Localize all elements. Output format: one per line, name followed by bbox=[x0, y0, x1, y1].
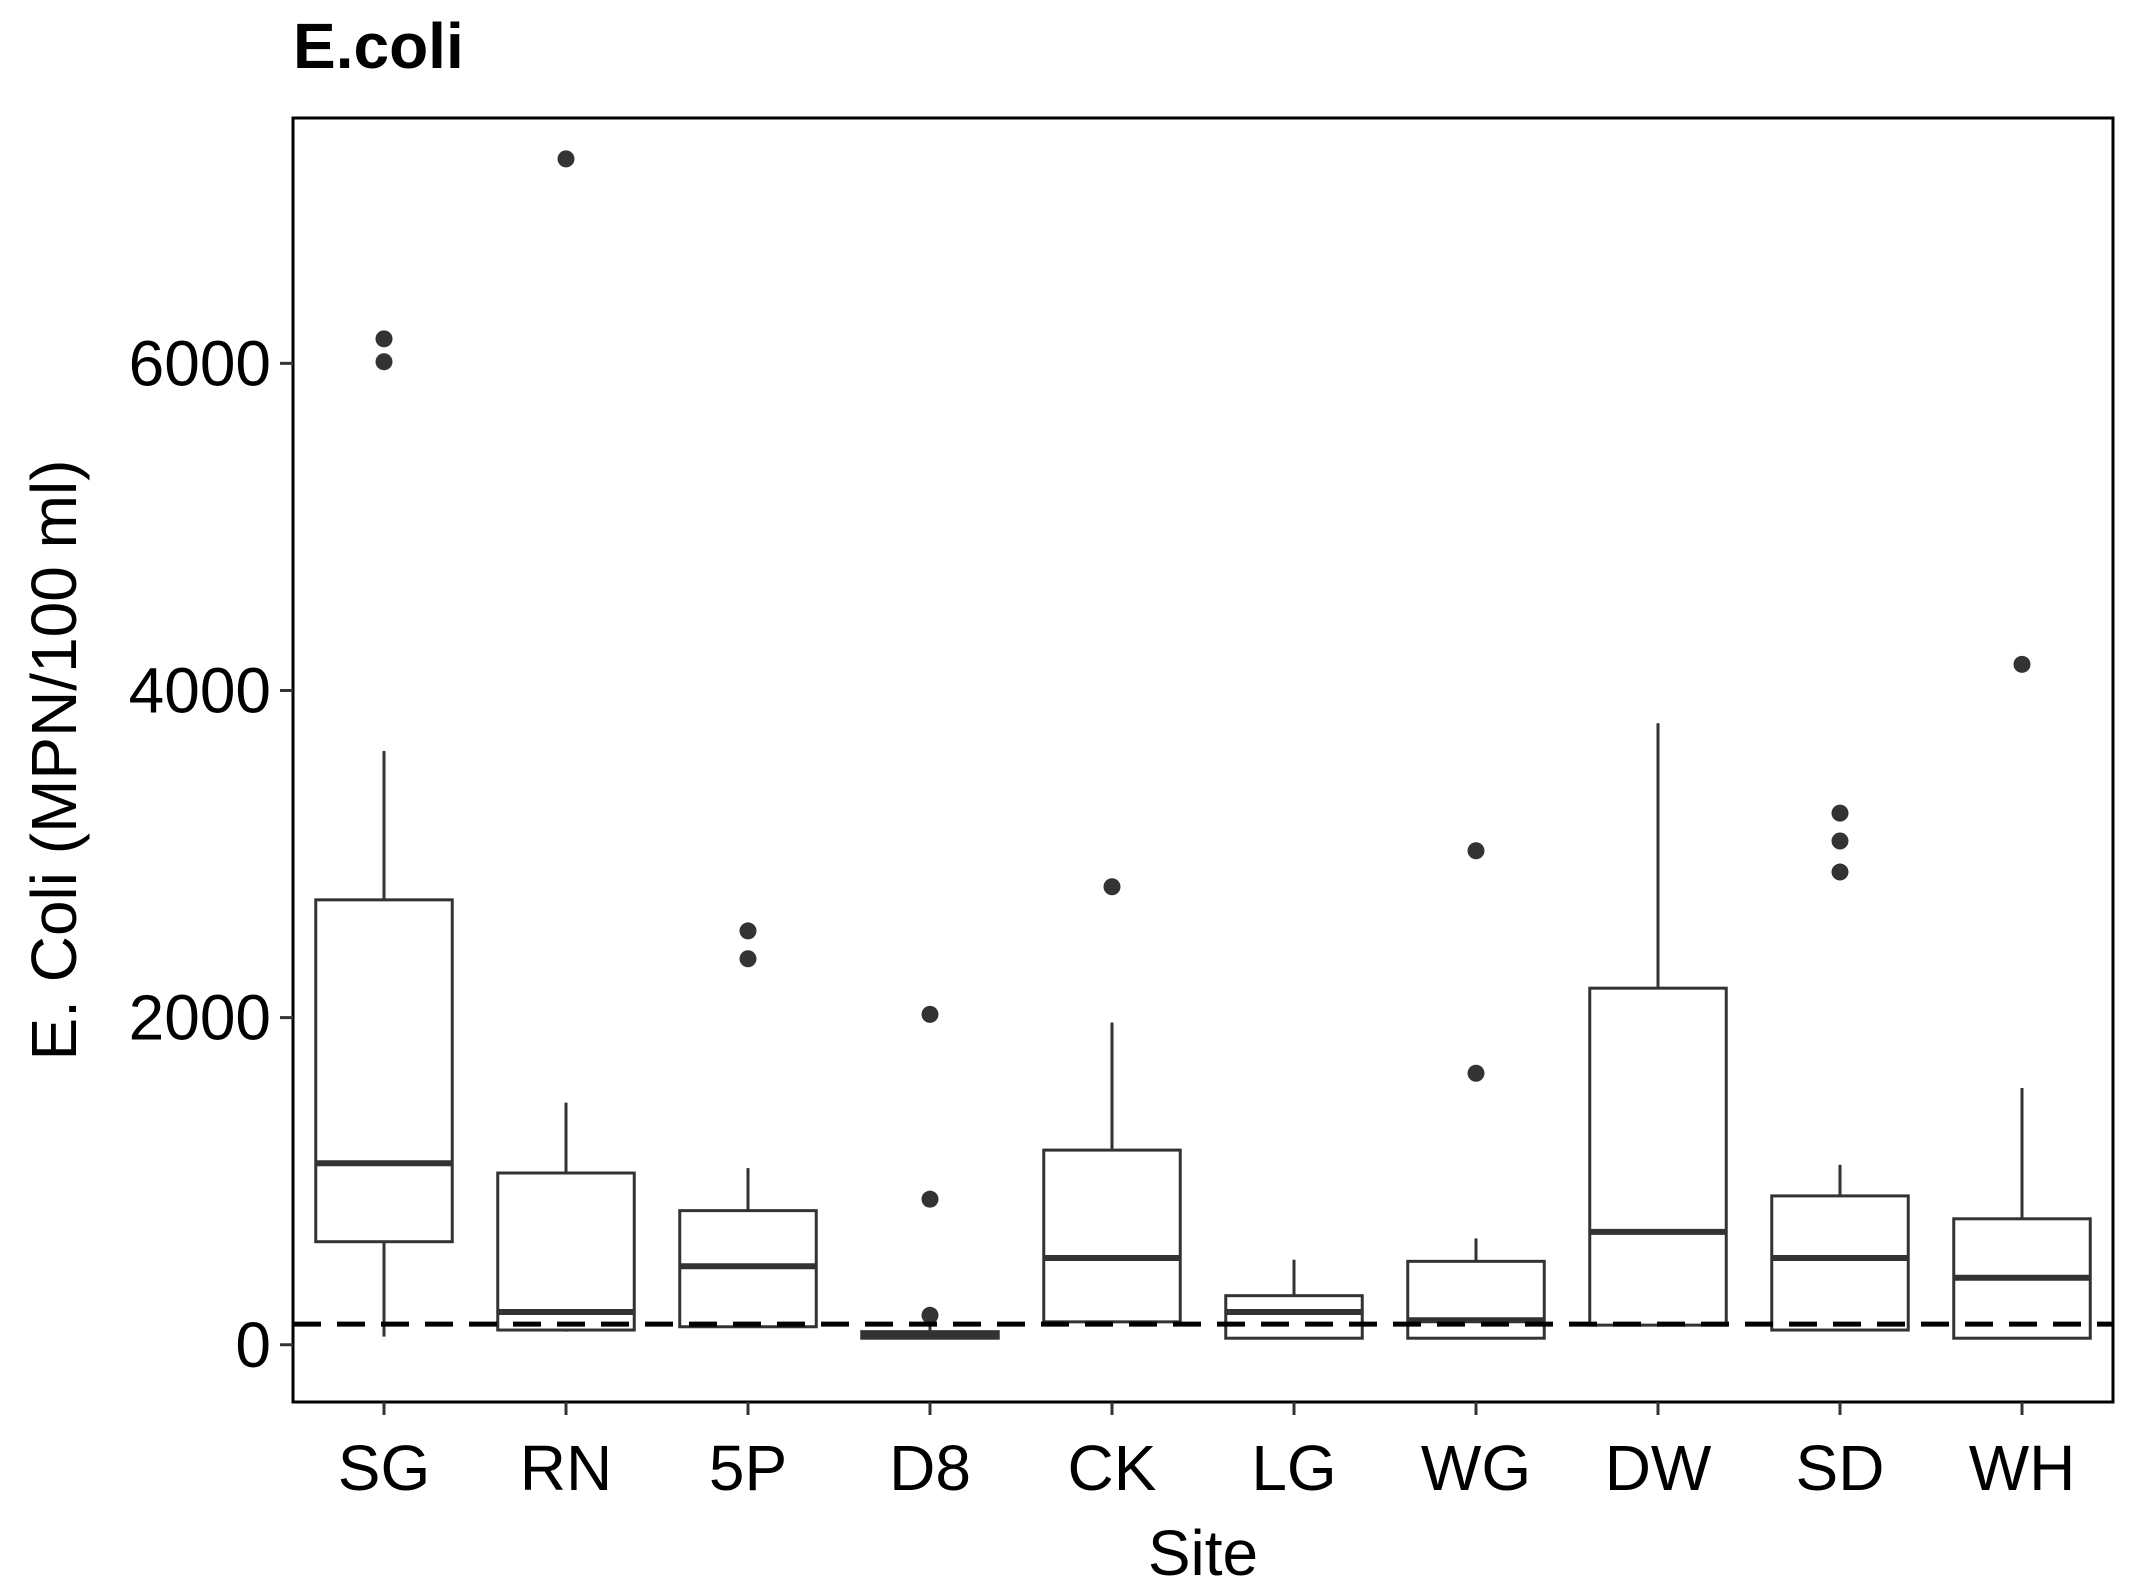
box-sd bbox=[1770, 804, 1910, 1332]
outlier-point bbox=[1831, 863, 1849, 881]
box-dw bbox=[1588, 723, 1728, 1327]
outlier-point bbox=[921, 1190, 939, 1208]
box-wh bbox=[1952, 655, 2092, 1340]
box-ck bbox=[1042, 878, 1182, 1324]
y-axis-title: E. Coli (MPN/100 ml) bbox=[18, 460, 90, 1061]
x-tick-label: DW bbox=[1605, 1432, 1712, 1504]
y-tick-label: 0 bbox=[235, 1309, 271, 1381]
outlier-point bbox=[921, 1005, 939, 1023]
plot-panel bbox=[291, 116, 2115, 1404]
outlier-point bbox=[1467, 842, 1485, 860]
outlier-point bbox=[2013, 655, 2031, 673]
box-d8 bbox=[860, 1005, 1000, 1340]
x-axis-title: Site bbox=[1148, 1517, 1258, 1586]
x-tick-label: LG bbox=[1251, 1432, 1336, 1504]
y-axis: 0 2000 4000 6000 bbox=[129, 327, 293, 1381]
chart-title: E.coli bbox=[293, 10, 464, 82]
x-tick-label: 5P bbox=[709, 1432, 787, 1504]
x-tick-label: RN bbox=[520, 1432, 612, 1504]
box-sg bbox=[314, 330, 454, 1337]
box-wg bbox=[1406, 842, 1546, 1340]
outlier-point bbox=[1831, 804, 1849, 822]
outlier-point bbox=[921, 1306, 939, 1324]
iqr-box bbox=[1588, 986, 1728, 1327]
outlier-point bbox=[1103, 878, 1121, 896]
y-tick-label: 2000 bbox=[129, 982, 271, 1054]
iqr-box bbox=[1770, 1194, 1910, 1332]
outlier-point bbox=[739, 922, 757, 940]
outlier-point bbox=[739, 950, 757, 968]
x-tick-label: WH bbox=[1969, 1432, 2076, 1504]
outlier-point bbox=[375, 330, 393, 348]
x-tick-label: CK bbox=[1068, 1432, 1157, 1504]
x-tick-label: SG bbox=[338, 1432, 430, 1504]
box-rn bbox=[496, 150, 636, 1332]
x-tick-label: WG bbox=[1421, 1432, 1531, 1504]
iqr-box bbox=[496, 1171, 636, 1332]
iqr-box bbox=[1406, 1259, 1546, 1340]
y-tick-label: 6000 bbox=[129, 327, 271, 399]
x-tick-label: SD bbox=[1796, 1432, 1885, 1504]
iqr-box bbox=[1224, 1294, 1364, 1340]
box-lg bbox=[1224, 1259, 1364, 1340]
box-5p bbox=[678, 922, 818, 1329]
x-tick-label: D8 bbox=[889, 1432, 971, 1504]
outlier-point bbox=[1831, 832, 1849, 850]
boxes bbox=[314, 150, 2092, 1340]
outlier-point bbox=[375, 353, 393, 371]
outlier-point bbox=[1467, 1064, 1485, 1082]
x-axis: SG RN 5P D8 CK LG WG DW SD WH bbox=[338, 1402, 2076, 1504]
iqr-box bbox=[314, 898, 454, 1244]
iqr-box bbox=[1042, 1148, 1182, 1324]
y-tick-label: 4000 bbox=[129, 654, 271, 726]
outlier-point bbox=[557, 150, 575, 168]
